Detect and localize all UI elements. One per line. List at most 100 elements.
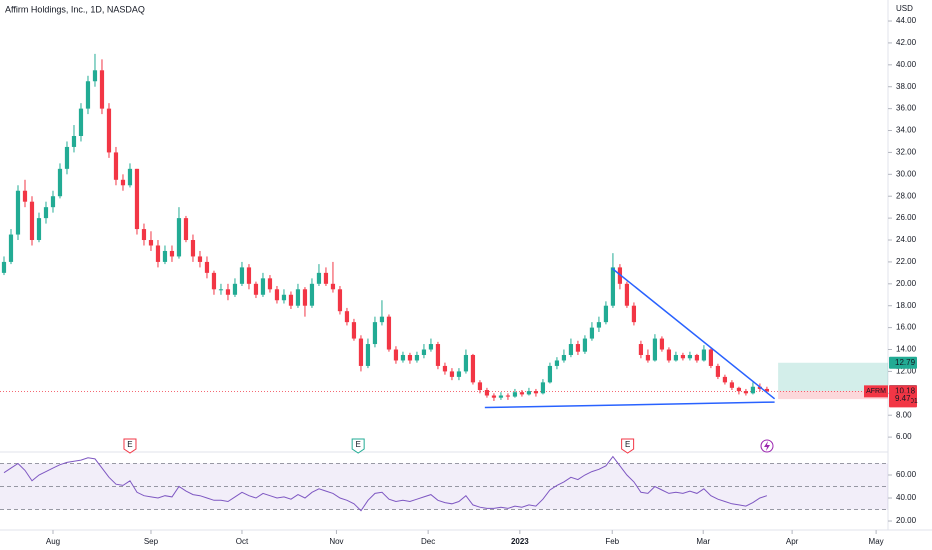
candle-body — [470, 354, 476, 383]
y-tick-label: 44.00 — [896, 16, 917, 25]
candle-body — [519, 392, 525, 395]
stop-label: 9.47 — [895, 394, 911, 403]
candle-body — [50, 196, 56, 208]
x-tick-label: Sep — [144, 537, 159, 546]
y-tick-label: 8.00 — [896, 410, 912, 419]
candle-body — [631, 305, 637, 323]
candle-body — [764, 388, 770, 392]
candle-body — [253, 283, 259, 295]
candle-body — [274, 289, 280, 301]
candle-body — [288, 294, 294, 306]
candle-body — [204, 261, 210, 273]
candle-body — [393, 349, 399, 361]
candle-body — [351, 322, 357, 339]
candle-body — [57, 168, 63, 197]
y-tick-label: 18.00 — [896, 301, 917, 310]
y-tick-label: 38.00 — [896, 82, 917, 91]
candle-body — [232, 283, 238, 295]
candle-body — [1, 261, 7, 273]
candle-body — [99, 70, 105, 109]
event-label: E — [127, 440, 132, 449]
candle-body — [281, 294, 287, 301]
event-marker — [351, 438, 365, 454]
rsi-tick-label: 20.00 — [896, 516, 917, 525]
candle-body — [526, 391, 532, 395]
candle-body — [295, 289, 301, 306]
x-tick-label: 2023 — [511, 537, 529, 546]
candle-body — [568, 344, 574, 355]
candle-body — [78, 108, 84, 136]
candle-body — [218, 289, 224, 291]
stop-label-bg — [889, 393, 911, 406]
candle-body — [85, 81, 91, 109]
y-tick-label: 36.00 — [896, 104, 917, 113]
rsi-tick-label: 60.00 — [896, 470, 917, 479]
candle-body — [330, 283, 336, 290]
candle-body — [743, 391, 749, 394]
candle-body — [43, 207, 49, 219]
candle-body — [407, 354, 413, 361]
candle-body — [477, 382, 483, 391]
candle-body — [372, 322, 378, 345]
candle-body — [267, 278, 273, 290]
y-tick-label: 20.00 — [896, 279, 917, 288]
candle-body — [680, 354, 686, 359]
candle-body — [309, 283, 315, 306]
candle-body — [561, 354, 567, 361]
x-tick-label: Nov — [329, 537, 343, 546]
candle-body — [708, 349, 714, 366]
currency: USD — [896, 4, 913, 13]
event-marker — [123, 438, 137, 454]
trendline — [611, 267, 776, 400]
candle-body — [463, 354, 469, 372]
candle-body — [29, 201, 35, 241]
candle-body — [323, 272, 329, 284]
target-label: 12.79 — [895, 358, 916, 367]
candle-body — [400, 354, 406, 361]
x-tick-label: Aug — [46, 537, 60, 546]
candle-body — [624, 283, 630, 306]
event-label: E — [625, 440, 630, 449]
y-tick-label: 12.00 — [896, 367, 917, 376]
candle-body — [666, 349, 672, 361]
candle-body — [540, 382, 546, 394]
candle-body — [176, 218, 182, 257]
candle-body — [722, 376, 728, 383]
candle-body — [197, 256, 203, 262]
candle-body — [169, 250, 175, 257]
candle-body — [687, 354, 693, 359]
x-tick-label: Feb — [605, 537, 619, 546]
symbol-bg — [864, 385, 888, 398]
candle-body — [302, 289, 308, 306]
candle-body — [505, 395, 511, 397]
candle-body — [365, 344, 371, 366]
candle-body — [22, 190, 28, 202]
candle-body — [106, 108, 112, 153]
candle-body — [246, 267, 252, 284]
candle-body — [36, 218, 42, 241]
candle-body — [316, 272, 322, 284]
candle-body — [449, 371, 455, 377]
y-tick-label: 6.00 — [896, 432, 912, 441]
candle-body — [533, 391, 539, 394]
candle-body — [547, 365, 553, 383]
candle-body — [575, 344, 581, 352]
x-tick-label: Mar — [696, 537, 710, 546]
y-tick-label: 32.00 — [896, 148, 917, 157]
candle-body — [127, 168, 133, 186]
x-tick-label: Oct — [236, 537, 249, 546]
y-tick-label: 30.00 — [896, 169, 917, 178]
candle-body — [645, 354, 651, 361]
candle-body — [344, 311, 350, 323]
candle-body — [155, 245, 161, 262]
candle-body — [750, 386, 756, 394]
candle-body — [638, 344, 644, 355]
y-tick-label: 22.00 — [896, 257, 917, 266]
candle-body — [183, 218, 189, 241]
y-tick-label: 34.00 — [896, 126, 917, 135]
x-tick-label: May — [869, 537, 884, 546]
candle-body — [603, 305, 609, 323]
candle-body — [729, 382, 735, 388]
